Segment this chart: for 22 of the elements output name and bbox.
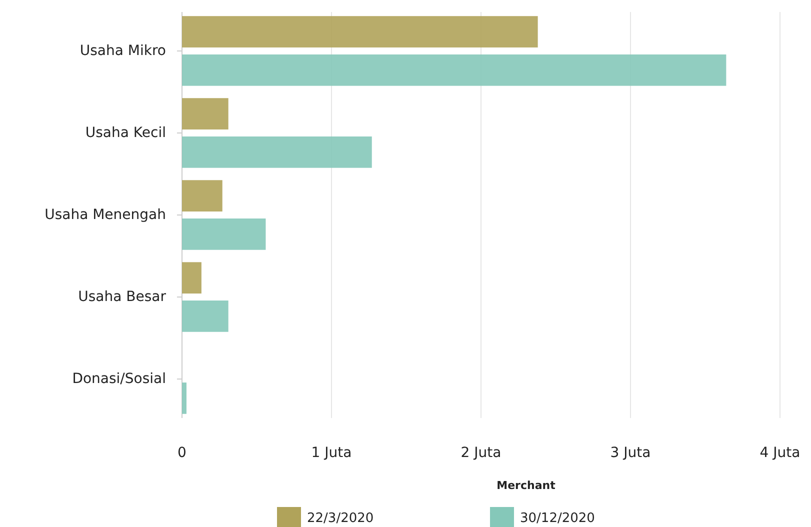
legend-label: 22/3/2020 bbox=[307, 511, 374, 526]
bar bbox=[182, 382, 186, 414]
x-tick-label: 0 bbox=[178, 445, 186, 461]
x-tick-label: 2 Juta bbox=[460, 445, 502, 461]
bar bbox=[182, 300, 228, 332]
x-tick-label: 3 Juta bbox=[610, 445, 651, 461]
y-tick-label: Usaha Besar bbox=[78, 288, 166, 305]
bar bbox=[182, 98, 228, 130]
x-tick-label: 1 Juta bbox=[311, 445, 352, 461]
legend-label: 30/12/2020 bbox=[520, 511, 595, 526]
x-tick-label: 4 Juta bbox=[760, 445, 800, 461]
bar bbox=[182, 136, 372, 168]
bar bbox=[182, 218, 266, 250]
bar bbox=[182, 16, 538, 48]
y-tick-label: Usaha Mikro bbox=[80, 42, 166, 59]
bar bbox=[182, 262, 202, 294]
bar bbox=[182, 180, 222, 212]
y-tick-label: Donasi/Sosial bbox=[72, 370, 166, 387]
y-tick-label: Usaha Menengah bbox=[44, 206, 166, 223]
x-axis-title: Merchant bbox=[496, 479, 556, 492]
y-tick-label: Usaha Kecil bbox=[85, 124, 166, 141]
bar bbox=[182, 54, 726, 86]
